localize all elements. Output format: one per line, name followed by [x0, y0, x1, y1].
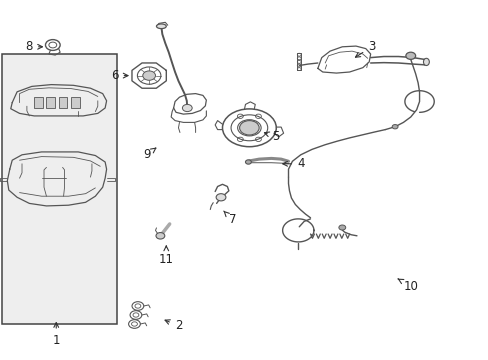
Circle shape	[182, 104, 192, 112]
Bar	[34, 97, 43, 108]
Text: 5: 5	[264, 130, 280, 143]
Ellipse shape	[156, 24, 166, 28]
Bar	[2, 54, 117, 324]
Circle shape	[338, 225, 345, 230]
Text: 1: 1	[52, 323, 60, 347]
Circle shape	[142, 71, 155, 80]
Text: 10: 10	[397, 279, 417, 293]
Circle shape	[156, 233, 164, 239]
Text: 6: 6	[111, 69, 128, 82]
Text: 3: 3	[355, 40, 375, 57]
Circle shape	[239, 121, 259, 135]
Text: 4: 4	[282, 157, 304, 170]
Text: 8: 8	[25, 40, 42, 53]
Bar	[46, 97, 55, 108]
Ellipse shape	[423, 58, 428, 66]
Circle shape	[391, 125, 397, 129]
Bar	[59, 97, 67, 108]
Text: 2: 2	[165, 319, 182, 332]
Text: 7: 7	[224, 211, 236, 226]
Circle shape	[216, 194, 225, 201]
Circle shape	[405, 52, 415, 59]
Text: 9: 9	[142, 148, 156, 161]
Text: 11: 11	[159, 246, 173, 266]
Bar	[71, 97, 80, 108]
Circle shape	[245, 160, 251, 164]
